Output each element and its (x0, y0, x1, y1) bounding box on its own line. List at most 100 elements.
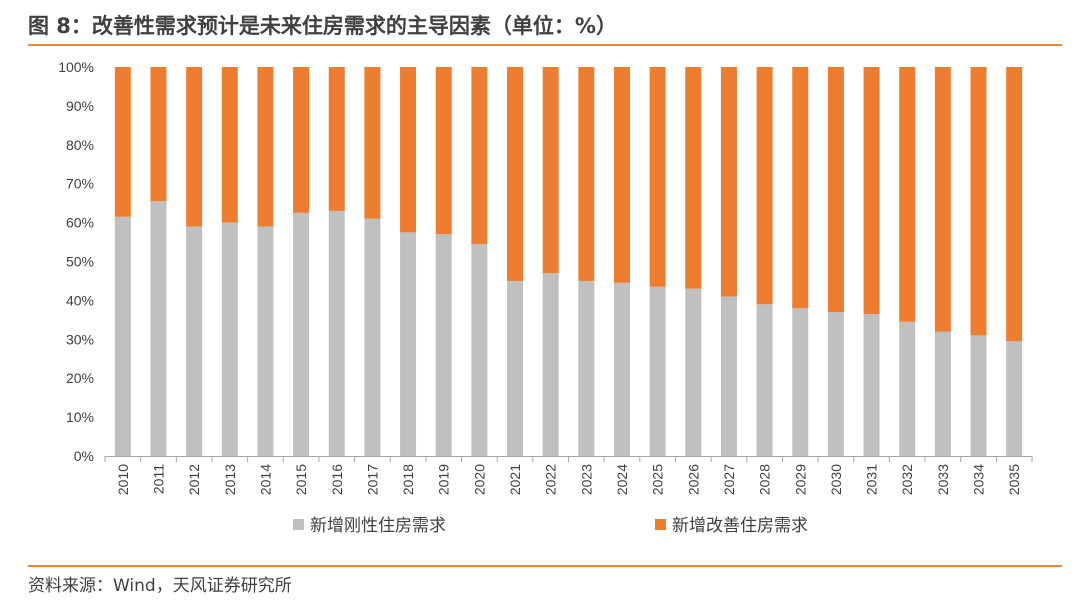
bar-improvement-demand (720, 67, 737, 297)
bar-rigid-demand (257, 226, 274, 456)
bar-improvement-demand (934, 67, 951, 332)
bar-rigid-demand (720, 296, 737, 456)
bar-improvement-demand (685, 67, 702, 289)
bar-improvement-demand (827, 67, 844, 313)
bar-improvement-demand (257, 67, 274, 227)
bar-rigid-demand (863, 314, 880, 456)
x-tick-label: 2023 (578, 464, 594, 495)
y-tick-label: 40% (66, 292, 94, 308)
bar-improvement-demand (293, 67, 310, 213)
x-tick-label: 2019 (436, 464, 452, 495)
bar-improvement-demand (863, 67, 880, 315)
x-tick-label: 2016 (329, 464, 345, 495)
x-tick-label: 2022 (543, 464, 559, 495)
x-tick-label: 2031 (864, 464, 880, 495)
x-tick-label: 2021 (507, 464, 523, 495)
bar-improvement-demand (613, 67, 630, 283)
x-tick-label: 2027 (721, 464, 737, 495)
bar-rigid-demand (542, 273, 559, 456)
bar-rigid-demand (756, 304, 773, 456)
bar-rigid-demand (400, 232, 417, 456)
x-tick-label: 2030 (828, 464, 844, 495)
bar-improvement-demand (221, 67, 238, 223)
bar-improvement-demand (471, 67, 488, 244)
y-tick-label: 70% (66, 176, 94, 192)
bar-rigid-demand (970, 335, 987, 456)
x-tick-label: 2032 (899, 464, 915, 495)
y-axis: 0% 10% 20% 30% 40% 50% 60% 70% 80% 90% 100% (58, 59, 94, 464)
x-tick-label: 2013 (222, 464, 238, 495)
bar-improvement-demand (1006, 67, 1023, 342)
x-tick-label: 2035 (1006, 464, 1022, 495)
bar-improvement-demand (400, 67, 417, 233)
x-tick-label: 2025 (650, 464, 666, 495)
bar-improvement-demand (328, 67, 345, 211)
legend-swatch-improvement-demand (655, 519, 666, 530)
bar-rigid-demand (685, 288, 702, 456)
bar-rigid-demand (899, 321, 916, 456)
footer-divider (28, 565, 1062, 567)
y-tick-label: 20% (66, 370, 94, 386)
bar-rigid-demand (114, 216, 131, 456)
x-tick-label: 2029 (792, 464, 808, 495)
y-tick-label: 50% (66, 254, 94, 270)
bar-rigid-demand (435, 234, 452, 456)
chart-title: 图 8：改善性需求预计是未来住房需求的主导因素（单位：%） (28, 14, 617, 38)
bar-rigid-demand (328, 210, 345, 456)
bar-rigid-demand (471, 243, 488, 456)
bar-improvement-demand (114, 67, 131, 217)
bar-rigid-demand (150, 201, 167, 456)
bar-rigid-demand (507, 280, 524, 456)
title-divider (28, 44, 1062, 46)
x-tick-label: 2015 (293, 464, 309, 495)
x-tick-label: 2024 (614, 464, 630, 495)
y-tick-label: 90% (66, 98, 94, 114)
bar-improvement-demand (899, 67, 916, 322)
bar-rigid-demand (1006, 341, 1023, 456)
bar-improvement-demand (364, 67, 381, 219)
bar-improvement-demand (150, 67, 167, 202)
x-tick-label: 2014 (257, 464, 273, 495)
bar-improvement-demand (792, 67, 809, 309)
bar-rigid-demand (293, 212, 310, 456)
x-tick-label: 2012 (186, 464, 202, 495)
bar-improvement-demand (435, 67, 452, 235)
bar-rigid-demand (934, 331, 951, 456)
bar-improvement-demand (578, 67, 595, 281)
x-tick-label: 2033 (935, 464, 951, 495)
legend-label-rigid-demand: 新增刚性住房需求 (310, 516, 446, 536)
y-tick-label: 80% (66, 137, 94, 153)
bar-rigid-demand (827, 312, 844, 456)
x-tick-label: 2026 (685, 464, 701, 495)
legend-label-improvement-demand: 新增改善住房需求 (672, 516, 808, 536)
bar-improvement-demand (186, 67, 203, 227)
y-tick-label: 0% (74, 448, 94, 464)
x-axis: 2010 2011 2012 2013 2014 2015 2016 2017 2018 2019… (104, 456, 1033, 495)
bar-improvement-demand (756, 67, 773, 305)
x-tick-label: 2028 (757, 464, 773, 495)
y-tick-label: 100% (58, 59, 94, 75)
legend-swatch-rigid-demand (293, 519, 304, 530)
bar-rigid-demand (792, 308, 809, 456)
y-tick-label: 10% (66, 409, 94, 425)
bar-rigid-demand (221, 222, 238, 456)
legend: 新增刚性住房需求 新增改善住房需求 (293, 516, 808, 536)
x-tick-label: 2018 (400, 464, 416, 495)
bar-rigid-demand (613, 282, 630, 456)
x-tick-label: 2011 (150, 464, 166, 494)
x-tick-label: 2020 (471, 464, 487, 495)
bar-improvement-demand (542, 67, 559, 274)
bar-rigid-demand (649, 286, 666, 456)
y-tick-label: 60% (66, 215, 94, 231)
bars-group (114, 67, 1023, 456)
x-tick-label: 2010 (115, 464, 131, 495)
y-tick-label: 30% (66, 331, 94, 347)
x-tick-label: 2017 (364, 464, 380, 495)
source-note: 资料来源：Wind，天风证券研究所 (28, 576, 292, 596)
bar-improvement-demand (970, 67, 987, 336)
bar-improvement-demand (507, 67, 524, 281)
bar-rigid-demand (186, 226, 203, 456)
bar-rigid-demand (578, 280, 595, 456)
bar-improvement-demand (649, 67, 666, 287)
